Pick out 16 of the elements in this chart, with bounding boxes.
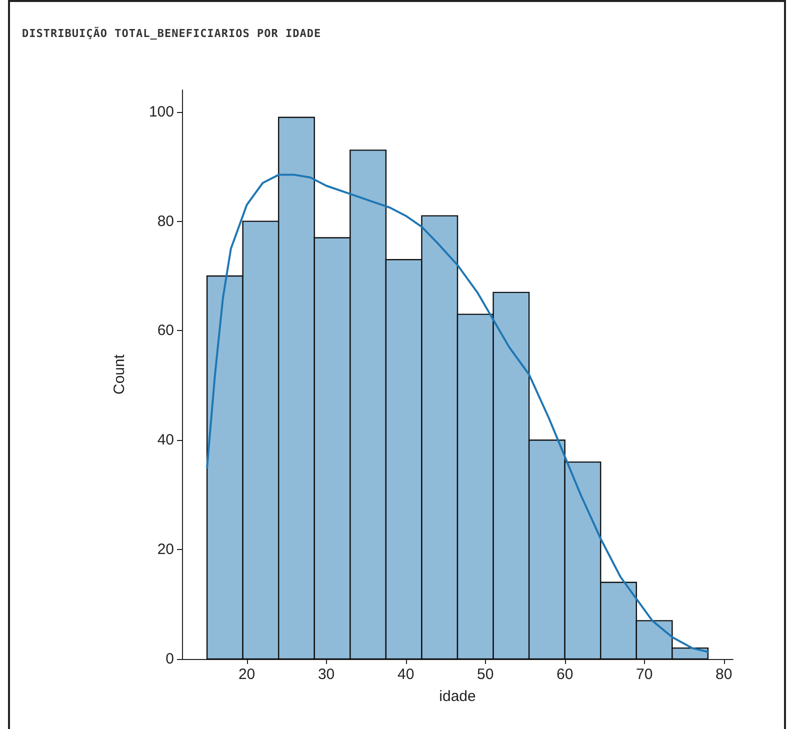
x-tick-label: 30: [318, 666, 335, 683]
y-axis-title: Count: [111, 354, 128, 395]
x-tick-label: 80: [716, 666, 732, 683]
y-tick-label: 60: [157, 322, 174, 340]
x-tick-label: 40: [397, 666, 414, 683]
x-tick-label: 20: [238, 666, 256, 683]
x-tick-label: 60: [556, 666, 574, 683]
y-tick-label: 0: [166, 650, 174, 668]
y-tick-label: 80: [157, 212, 174, 230]
chart-title: DISTRIBUIÇÃO TOTAL_BENEFICIARIOS POR IDADE: [22, 27, 322, 40]
x-tick-label: 50: [476, 666, 494, 683]
x-axis-title: idade: [439, 688, 476, 705]
y-tick-label: 20: [157, 541, 174, 558]
y-tick-label: 40: [157, 432, 174, 449]
y-tick-label: 100: [148, 103, 174, 120]
x-tick-label: 70: [636, 666, 653, 683]
